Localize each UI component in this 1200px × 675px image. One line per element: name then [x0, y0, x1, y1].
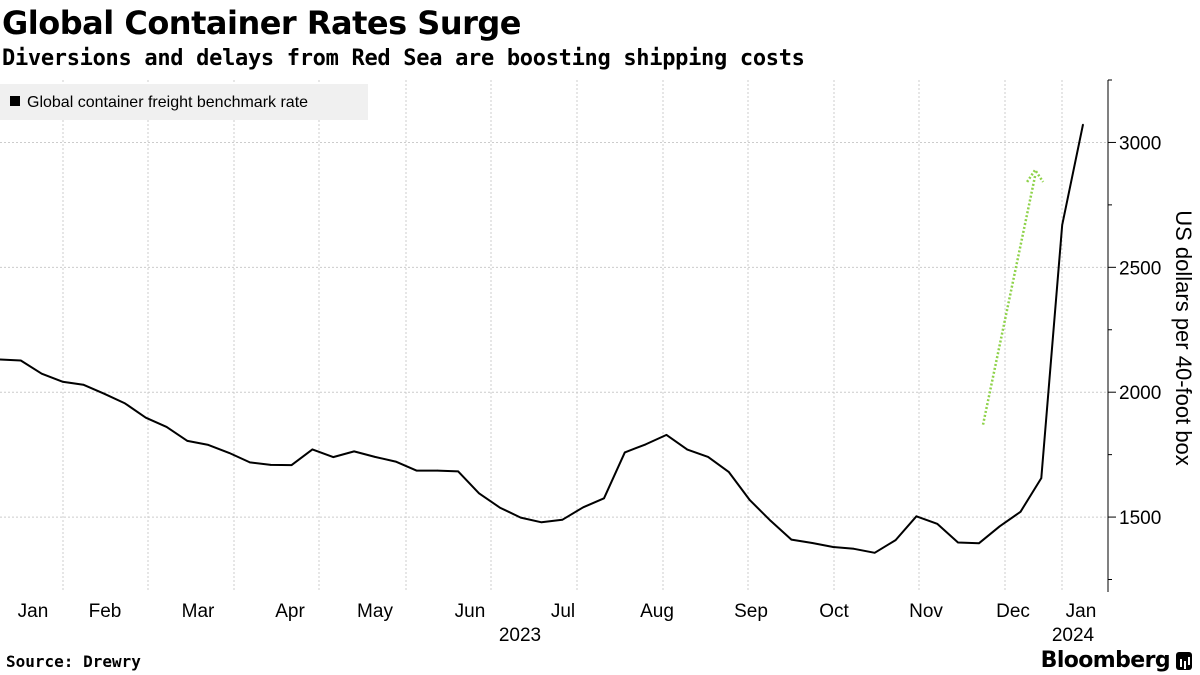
data-point — [728, 471, 730, 473]
data-point — [457, 470, 460, 473]
data-point — [20, 359, 22, 362]
y-tick-label: 1500 — [1119, 508, 1161, 529]
x-tick-label: Nov — [909, 601, 943, 622]
data-point — [249, 461, 251, 464]
data-point — [998, 525, 1001, 528]
x-tick-label: Jan — [1066, 601, 1097, 622]
x-tick-label: Jul — [551, 601, 575, 622]
data-point — [749, 499, 751, 501]
chart-subtitle: Diversions and delays from Red Sea are b… — [2, 46, 805, 71]
x-tick-label: Aug — [640, 601, 674, 622]
x-tick-label: Sep — [734, 601, 768, 622]
data-point — [290, 464, 293, 466]
data-point — [394, 460, 397, 463]
data-point — [873, 552, 876, 554]
data-point — [124, 402, 126, 405]
data-point — [957, 541, 959, 544]
data-point — [311, 448, 314, 451]
data-point — [332, 456, 335, 458]
legend-swatch — [10, 96, 20, 106]
x-tick-label: Dec — [996, 601, 1030, 622]
data-point — [624, 451, 626, 454]
data-point — [165, 426, 168, 428]
chart-title: Global Container Rates Surge — [2, 4, 521, 42]
x-year-label: 2023 — [499, 625, 541, 646]
x-tick-label: Apr — [275, 601, 305, 622]
data-point — [415, 469, 418, 472]
data-point — [894, 539, 897, 541]
data-point — [978, 542, 980, 545]
y-axis-title: US dollars per 40-foot box — [1171, 210, 1196, 466]
data-point — [519, 516, 522, 519]
data-point — [790, 538, 793, 541]
annotation-arrow-shaft — [981, 175, 1037, 425]
data-point — [374, 456, 376, 458]
y-tick-label: 2000 — [1119, 383, 1161, 404]
x-tick-label: Jan — [18, 601, 49, 622]
x-year-label: 2024 — [1052, 625, 1095, 646]
data-point — [228, 452, 230, 454]
data-point — [769, 520, 772, 522]
annotation-arrow-head — [1026, 167, 1045, 183]
data-point — [1061, 224, 1063, 226]
data-point — [811, 542, 814, 544]
x-tick-label: Feb — [89, 601, 122, 622]
data-point — [0, 358, 1, 361]
data-point — [915, 515, 918, 518]
data-point — [103, 392, 105, 395]
brand-name: Bloomberg — [1040, 648, 1171, 673]
data-point — [186, 440, 189, 442]
data-point — [1019, 511, 1022, 513]
data-point — [603, 497, 605, 500]
brand-logo: Bloomberg — [1041, 648, 1192, 673]
data-point — [207, 444, 210, 446]
x-tick-label: Oct — [819, 601, 849, 622]
data-point — [1082, 123, 1084, 126]
legend-box — [0, 84, 368, 120]
y-tick-label: 2500 — [1119, 258, 1161, 279]
data-point — [145, 416, 147, 419]
data-point — [270, 464, 272, 466]
data-point — [582, 506, 584, 509]
source-note: Source: Drewry — [6, 652, 141, 671]
data-point — [686, 448, 689, 451]
data-point — [478, 492, 480, 495]
bloomberg-chart-icon — [1176, 651, 1192, 670]
y-tick-label: 3000 — [1119, 133, 1161, 154]
data-point — [40, 372, 43, 375]
data-point — [832, 546, 834, 548]
legend-label: Global container freight benchmark rate — [27, 94, 308, 111]
data-point — [540, 521, 543, 524]
x-tick-label: Mar — [182, 601, 215, 622]
data-point — [561, 519, 564, 521]
data-point — [853, 548, 855, 550]
x-tick-label: May — [357, 601, 393, 622]
x-tick-label: Jun — [455, 601, 486, 622]
data-point — [436, 469, 439, 472]
data-point — [353, 450, 355, 453]
data-point — [1040, 477, 1043, 479]
data-point — [644, 443, 647, 446]
data-point — [936, 523, 938, 525]
data-point — [61, 380, 64, 383]
series-line — [0, 124, 1084, 554]
data-point — [707, 456, 709, 458]
data-point — [665, 434, 668, 436]
data-point — [499, 506, 501, 509]
data-point — [82, 383, 85, 386]
